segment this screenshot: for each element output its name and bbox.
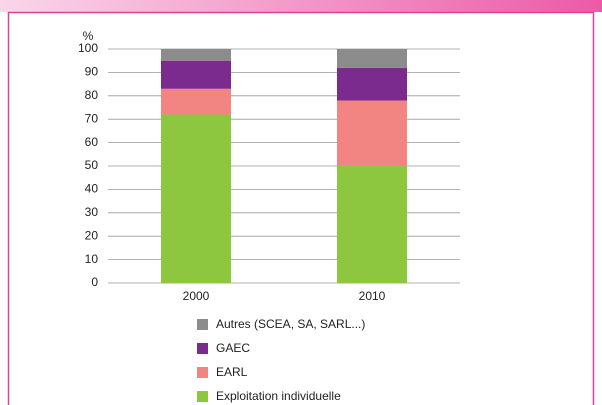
y-axis-label: % [83,29,94,43]
legend-swatch [197,367,208,378]
y-tick-label: 20 [85,228,99,242]
bar-segment [161,88,231,115]
legend-label: EARL [216,365,248,379]
bar-segment [337,67,407,101]
header-band [0,0,602,12]
y-tick-label: 80 [85,88,99,102]
y-tick-label: 40 [85,182,99,196]
legend-swatch [197,391,208,402]
bar-segment [161,114,231,284]
x-tick-label: 2000 [183,289,210,303]
legend-swatch [197,319,208,330]
legend-label: GAEC [216,341,250,355]
bar-segment [337,49,407,68]
y-tick-label: 70 [85,111,99,125]
bar-segment [161,49,231,61]
bar-segment [337,100,407,166]
y-tick-label: 50 [85,158,99,172]
x-tick-label: 2010 [359,289,386,303]
y-tick-label: 60 [85,135,99,149]
y-tick-label: 100 [78,41,98,55]
bar-segment [337,166,407,283]
y-tick-label: 0 [91,275,98,289]
bar-segment [161,60,231,89]
y-tick-label: 10 [85,252,99,266]
y-tick-label: 90 [85,65,99,79]
frame [7,11,595,405]
y-tick-label: 30 [85,205,99,219]
legend-label: Autres (SCEA, SA, SARL...) [216,317,365,331]
legend-swatch [197,343,208,354]
legend-label: Exploitation individuelle [216,389,341,403]
